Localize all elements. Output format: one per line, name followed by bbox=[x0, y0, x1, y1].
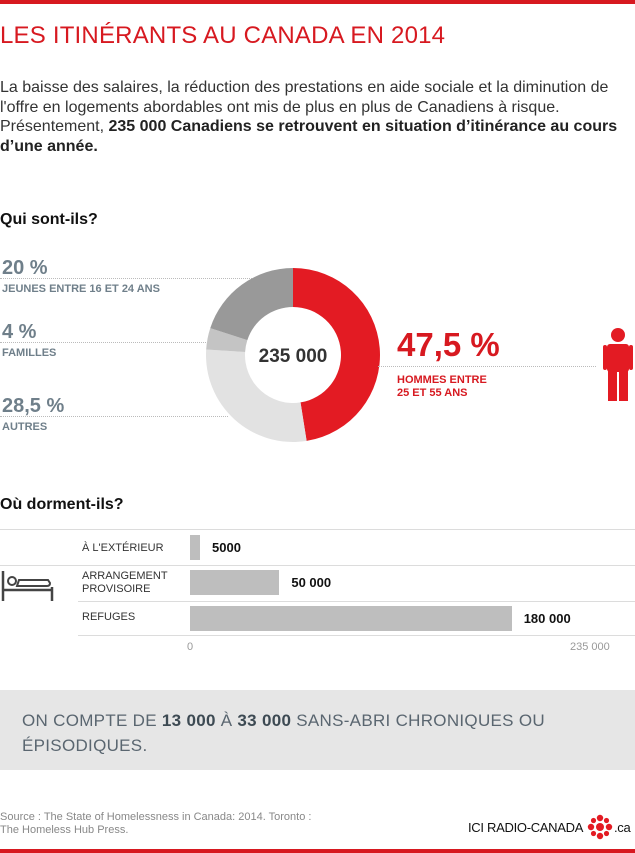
callout-text-part: à bbox=[215, 711, 238, 730]
bar-value-label: 50 000 bbox=[291, 575, 332, 590]
section-who-heading: Qui sont-ils? bbox=[0, 211, 98, 228]
bar-category-label-line: ARRANGEMENT bbox=[82, 570, 168, 582]
donut-slice bbox=[206, 328, 248, 352]
gem-icon bbox=[587, 814, 613, 840]
intro-bold-text: 235 000 Canadiens se retrouvent en situa… bbox=[0, 118, 618, 155]
radio-canada-logo: ICI RADIO-CANADA .ca bbox=[468, 814, 635, 840]
axis-min-label: 0 bbox=[187, 641, 194, 653]
man-icon bbox=[603, 328, 633, 401]
families-label: FAMILLES bbox=[2, 347, 57, 359]
families-percent: 4 % bbox=[2, 321, 37, 343]
page-title: LES ITINÉRANTS AU CANADA EN 2014 bbox=[0, 22, 446, 49]
men-leader-line bbox=[378, 366, 596, 367]
logo-wordmark: ICI RADIO-CANADA bbox=[468, 820, 584, 835]
bed-icon bbox=[1, 571, 54, 601]
source-line2: The Homeless Hub Press. bbox=[0, 824, 129, 836]
source-line1: Source : The State of Homelessness in Ca… bbox=[0, 811, 312, 823]
donut-slice bbox=[210, 268, 293, 341]
men-label-line1: HOMMES ENTRE bbox=[397, 374, 487, 386]
bar bbox=[190, 606, 512, 631]
bar-category-label-line: À L'EXTÉRIEUR bbox=[82, 542, 164, 554]
logo-suffix: .ca bbox=[614, 820, 631, 835]
intro-text: La baisse des salaires, la réduction des… bbox=[0, 79, 609, 135]
youth-label: JEUNES ENTRE 16 ET 24 ANS bbox=[2, 283, 160, 295]
families-leader-line bbox=[0, 342, 210, 343]
bar bbox=[190, 570, 280, 595]
bar-category-label-line: REFUGES bbox=[82, 611, 136, 623]
bar-category-label: À L'EXTÉRIEUR bbox=[82, 542, 164, 555]
top-accent-bar bbox=[0, 0, 635, 4]
bar-category-label-line: PROVISOIRE bbox=[82, 583, 151, 595]
callout-text-part: On compte de bbox=[22, 711, 162, 730]
youth-percent: 20 % bbox=[2, 257, 48, 279]
donut-chart: 235 000 bbox=[206, 268, 380, 442]
section-where-heading: Où dorment-ils? bbox=[0, 496, 124, 513]
row-divider bbox=[0, 565, 635, 566]
bar-category-label: ARRANGEMENT PROVISOIRE bbox=[82, 570, 168, 596]
bar bbox=[190, 535, 200, 560]
donut-center-total: 235 000 bbox=[259, 346, 328, 367]
row-divider bbox=[78, 635, 635, 636]
others-label: AUTRES bbox=[2, 421, 48, 433]
callout-text-part: sans-abri chroniques ou épisodiques. bbox=[22, 711, 545, 755]
callout-min-number: 13 000 bbox=[161, 711, 216, 730]
source-note: Source : The State of Homelessness in Ca… bbox=[0, 811, 400, 837]
table-top-rule bbox=[0, 529, 635, 530]
row-divider bbox=[78, 601, 635, 602]
bar-value-label: 180 000 bbox=[523, 611, 571, 626]
bar-value-label: 5000 bbox=[212, 540, 241, 555]
axis-max-label: 235 000 bbox=[570, 641, 610, 653]
callout-text: On compte de 13 000 à 33 000 sans-abri c… bbox=[22, 708, 622, 758]
bar-category-label: REFUGES bbox=[82, 611, 135, 624]
callout-max-number: 33 000 bbox=[237, 711, 292, 730]
callout-box bbox=[0, 690, 635, 770]
others-leader-line bbox=[0, 416, 228, 417]
men-label-line2: 25 ET 55 ANS bbox=[397, 387, 468, 399]
donut-slice bbox=[206, 349, 307, 442]
others-percent: 28,5 % bbox=[2, 395, 65, 417]
bottom-accent-bar bbox=[0, 849, 635, 853]
men-label: HOMMES ENTRE 25 ET 55 ANS bbox=[397, 374, 527, 400]
donut-slice bbox=[293, 268, 380, 441]
intro-paragraph: La baisse des salaires, la réduction des… bbox=[0, 78, 630, 156]
men-percent: 47,5 % bbox=[397, 326, 500, 363]
youth-leader-line bbox=[0, 278, 252, 279]
